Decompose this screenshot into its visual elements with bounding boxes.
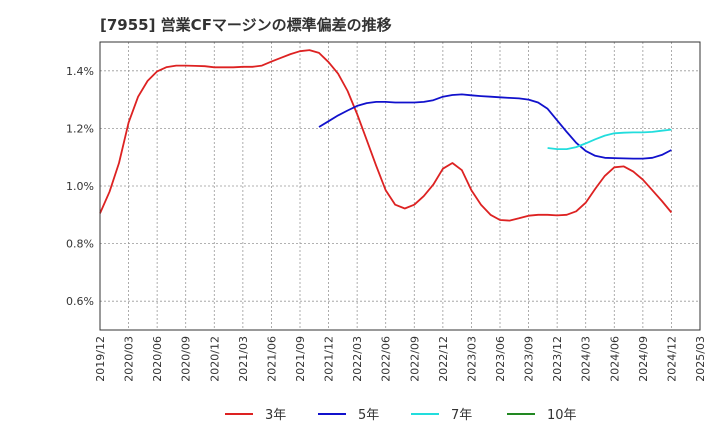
x-axis-ticks: 2019/12 2020/03 2020/06 2020/09 2020/12 2021/… [94, 336, 707, 382]
chart-title: [7955] 営業CFマージンの標準偏差の推移 [100, 16, 392, 34]
x-tick-label: 2020/03 [123, 336, 136, 382]
axes [99, 41, 701, 331]
x-tick-label: 2022/09 [408, 336, 421, 382]
x-tick-label: 2019/12 [94, 336, 107, 382]
x-tick-label: 2021/06 [265, 336, 278, 382]
y-tick-label: 1.2% [66, 122, 94, 135]
x-tick-label: 2020/12 [208, 336, 221, 382]
x-tick-label: 2021/09 [294, 336, 307, 382]
x-tick-label: 2025/03 [694, 336, 707, 382]
series-layer [99, 49, 673, 222]
x-tick-label: 2021/12 [323, 336, 336, 382]
y-tick-label: 0.8% [66, 238, 94, 251]
series-line-1 [318, 93, 672, 160]
x-tick-label: 2023/09 [523, 336, 536, 382]
x-tick-label: 2023/06 [494, 336, 507, 382]
y-tick-label: 0.6% [66, 295, 94, 308]
legend: 3年 5年 7年 10年 [225, 408, 577, 423]
y-axis-ticks: 0.6% 0.8% 1.0% 1.2% 1.4% [66, 65, 94, 308]
x-tick-label: 2020/09 [180, 336, 193, 382]
x-tick-label: 2024/06 [608, 336, 621, 382]
y-tick-label: 1.4% [66, 65, 94, 78]
series-line-2 [547, 128, 672, 150]
x-tick-label: 2020/06 [151, 336, 164, 382]
y-tick-label: 1.0% [66, 180, 94, 193]
x-tick-label: 2023/03 [465, 336, 478, 382]
legend-label-0: 3年 [265, 408, 286, 423]
series-line-0 [99, 49, 673, 222]
legend-label-2: 7年 [451, 408, 472, 423]
x-tick-label: 2022/06 [380, 336, 393, 382]
x-tick-label: 2024/03 [580, 336, 593, 382]
legend-label-1: 5年 [358, 408, 379, 423]
x-tick-label: 2022/12 [437, 336, 450, 382]
x-tick-label: 2024/09 [637, 336, 650, 382]
x-tick-label: 2021/03 [237, 336, 250, 382]
legend-label-3: 10年 [547, 408, 577, 423]
plot-border [99, 41, 701, 331]
x-tick-label: 2024/12 [665, 336, 678, 382]
x-tick-label: 2022/03 [351, 336, 364, 382]
x-tick-label: 2023/12 [551, 336, 564, 382]
